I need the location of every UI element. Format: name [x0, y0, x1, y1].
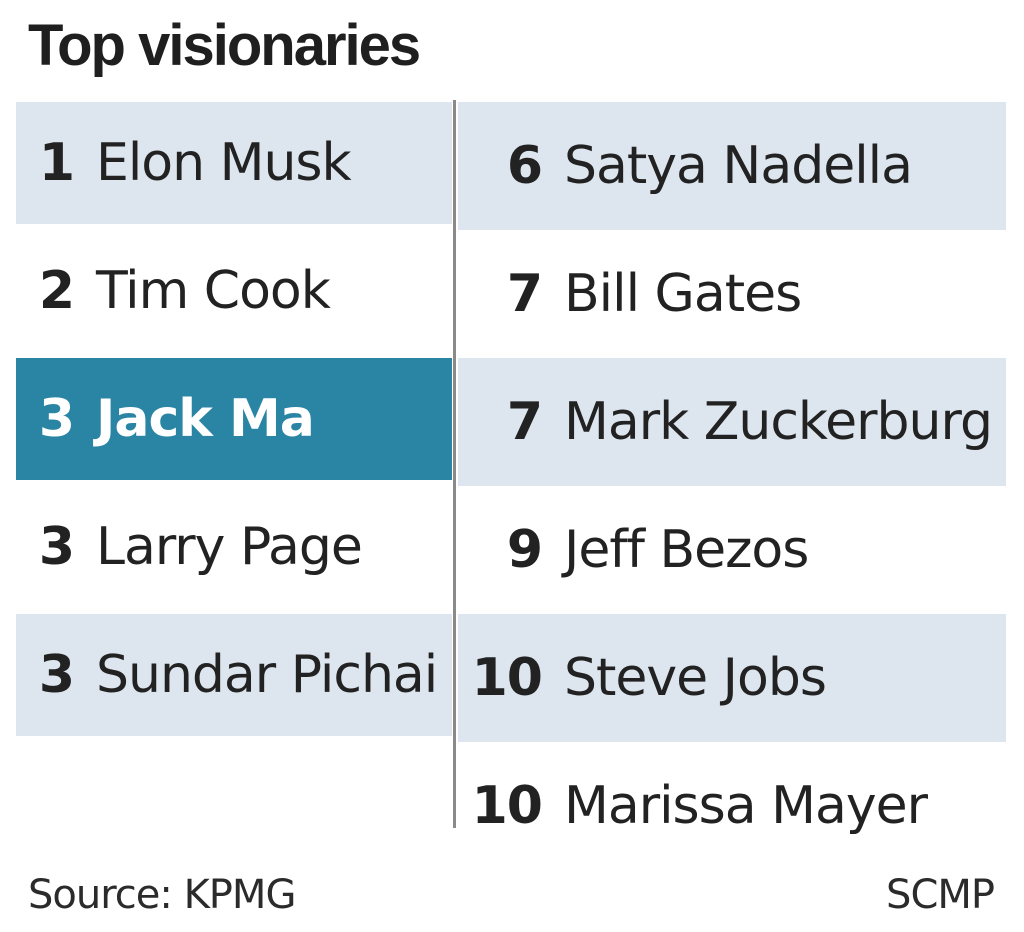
person-name: Mark Zuckerburg [564, 392, 993, 452]
person-name: Larry Page [96, 517, 363, 577]
person-name: Tim Cook [96, 261, 331, 321]
ranking-row: 9 Jeff Bezos [458, 486, 1006, 614]
person-name: Satya Nadella [564, 136, 913, 196]
person-name: Steve Jobs [564, 648, 827, 708]
person-name: Bill Gates [564, 264, 802, 324]
rank-number: 10 [471, 648, 543, 708]
chart-title: Top visionaries [28, 13, 421, 78]
ranking-row: 7 Mark Zuckerburg [458, 358, 1006, 486]
publisher-credit: SCMP [886, 872, 995, 918]
ranking-column-right: 6 Satya Nadella 7 Bill Gates 7 Mark Zuck… [458, 102, 1006, 870]
person-name: Jeff Bezos [564, 520, 809, 580]
rank-number: 6 [506, 136, 543, 196]
person-name: Elon Musk [96, 133, 352, 193]
rank-number: 3 [38, 517, 75, 577]
ranking-row: 6 Satya Nadella [458, 102, 1006, 230]
rank-number: 10 [471, 776, 543, 836]
ranking-row: 7 Bill Gates [458, 230, 1006, 358]
ranking-row: 3 Sundar Pichai [16, 614, 452, 736]
ranking-row: 3 Jack Ma [16, 358, 452, 480]
ranking-row: 2 Tim Cook [16, 230, 452, 352]
source-note: Source: KPMG [28, 872, 296, 918]
rank-number: 3 [38, 389, 75, 449]
column-divider [453, 100, 456, 828]
ranking-row: 1 Elon Musk [16, 102, 452, 224]
ranking-row: 3 Larry Page [16, 486, 452, 608]
person-name: Jack Ma [96, 389, 315, 449]
ranking-row: 10 Marissa Mayer [458, 742, 1006, 870]
ranking-column-left: 1 Elon Musk 2 Tim Cook 3 Jack Ma 3 Larry… [16, 102, 452, 742]
rank-number: 3 [38, 645, 75, 705]
rank-number: 7 [506, 392, 543, 452]
person-name: Marissa Mayer [564, 776, 928, 836]
rank-number: 2 [38, 261, 75, 321]
rank-number: 9 [506, 520, 543, 580]
rank-number: 7 [506, 264, 543, 324]
rank-number: 1 [38, 133, 75, 193]
ranking-row: 10 Steve Jobs [458, 614, 1006, 742]
person-name: Sundar Pichai [96, 645, 438, 705]
